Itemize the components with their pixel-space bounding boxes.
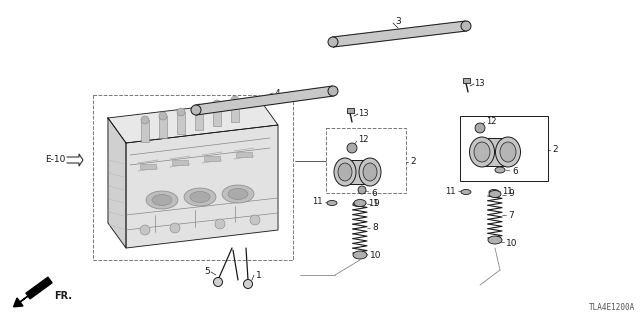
Ellipse shape (363, 163, 377, 181)
Text: 11: 11 (445, 187, 456, 196)
Text: 4: 4 (275, 89, 280, 98)
Text: 8: 8 (372, 223, 378, 233)
Text: 13: 13 (358, 109, 369, 118)
Ellipse shape (470, 137, 495, 167)
Ellipse shape (190, 191, 210, 203)
Text: 10: 10 (506, 238, 518, 247)
Bar (463, 78, 470, 83)
Bar (140, 164, 156, 169)
Circle shape (170, 223, 180, 233)
Text: 6: 6 (371, 188, 377, 197)
Ellipse shape (500, 142, 516, 162)
Ellipse shape (489, 190, 501, 197)
Text: 9: 9 (508, 189, 514, 198)
Circle shape (231, 96, 239, 104)
Bar (195, 108, 203, 130)
Bar (172, 160, 188, 165)
Ellipse shape (222, 185, 254, 203)
Circle shape (347, 143, 357, 153)
Text: 5: 5 (204, 268, 210, 276)
Polygon shape (108, 100, 278, 143)
Text: 9: 9 (373, 198, 379, 207)
Text: 10: 10 (370, 252, 381, 260)
Text: 7: 7 (508, 211, 514, 220)
Polygon shape (126, 125, 278, 248)
Text: E-10: E-10 (45, 156, 65, 164)
Ellipse shape (184, 188, 216, 206)
Text: 11: 11 (502, 187, 513, 196)
Text: 12: 12 (358, 135, 369, 145)
Polygon shape (67, 154, 83, 166)
Ellipse shape (191, 105, 201, 115)
Bar (204, 156, 220, 161)
Text: 13: 13 (474, 79, 484, 89)
Ellipse shape (461, 189, 471, 195)
Bar (481, 138, 508, 166)
Bar (141, 120, 149, 142)
Ellipse shape (489, 189, 499, 195)
FancyArrow shape (26, 277, 52, 299)
Ellipse shape (488, 236, 502, 244)
Circle shape (195, 104, 203, 112)
Circle shape (159, 112, 167, 120)
Bar (213, 104, 221, 126)
Ellipse shape (228, 188, 248, 199)
Bar (460, 116, 548, 181)
Ellipse shape (146, 191, 178, 209)
Circle shape (214, 277, 223, 286)
Ellipse shape (328, 86, 338, 96)
Circle shape (140, 225, 150, 235)
Ellipse shape (353, 202, 363, 206)
Circle shape (177, 108, 185, 116)
FancyArrow shape (13, 296, 28, 307)
Bar (159, 116, 167, 138)
Ellipse shape (495, 167, 505, 173)
Bar (326, 128, 406, 193)
Text: 2: 2 (410, 157, 415, 166)
Circle shape (243, 279, 253, 289)
Bar (231, 100, 239, 122)
Ellipse shape (359, 158, 381, 186)
Bar (93, 95, 293, 260)
Ellipse shape (474, 142, 490, 162)
Text: 6: 6 (512, 167, 518, 177)
Circle shape (213, 100, 221, 108)
Polygon shape (332, 21, 467, 47)
Text: 11: 11 (312, 197, 323, 206)
Text: 1: 1 (256, 270, 262, 279)
Bar (345, 160, 370, 184)
Bar (236, 152, 252, 157)
Ellipse shape (338, 163, 352, 181)
Bar (347, 108, 354, 113)
Ellipse shape (353, 251, 367, 259)
Text: 11: 11 (368, 198, 378, 207)
Text: FR.: FR. (54, 291, 72, 301)
Text: 2: 2 (552, 146, 557, 155)
Polygon shape (108, 118, 126, 248)
Circle shape (475, 123, 485, 133)
Ellipse shape (152, 195, 172, 205)
Circle shape (215, 219, 225, 229)
Bar (177, 112, 185, 134)
Circle shape (141, 116, 149, 124)
Text: TLA4E1200A: TLA4E1200A (589, 303, 635, 312)
Ellipse shape (328, 37, 338, 47)
Ellipse shape (327, 201, 337, 205)
Text: 12: 12 (486, 116, 497, 125)
Polygon shape (195, 86, 333, 115)
Ellipse shape (495, 137, 520, 167)
Circle shape (250, 215, 260, 225)
Text: 3: 3 (395, 18, 401, 27)
Ellipse shape (334, 158, 356, 186)
Ellipse shape (354, 199, 366, 206)
Circle shape (358, 186, 366, 194)
Ellipse shape (461, 21, 471, 31)
